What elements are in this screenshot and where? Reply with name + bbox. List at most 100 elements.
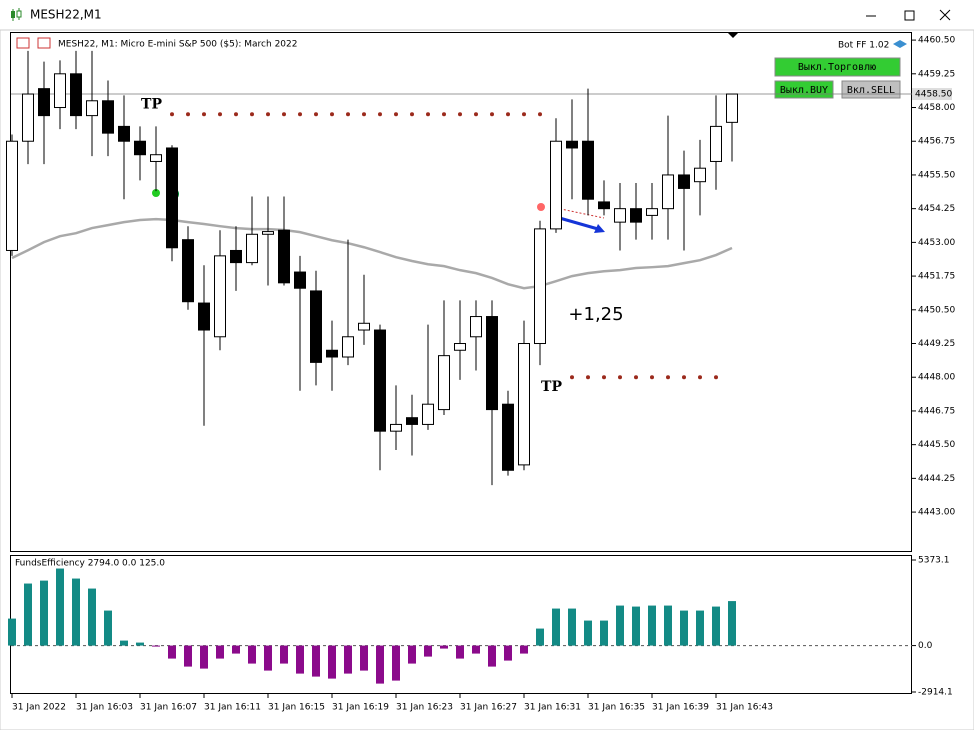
x-tick-label: 31 Jan 16:23	[396, 703, 453, 713]
histogram-bar	[312, 645, 320, 677]
histogram-bar	[680, 610, 688, 646]
histogram-bar	[232, 645, 240, 654]
y-tick-label: 4449.25	[918, 339, 955, 349]
tp-dot	[506, 112, 510, 117]
candle-body	[582, 140, 594, 200]
histogram-bar	[424, 645, 432, 657]
y-tick-label: 4453.00	[918, 238, 955, 248]
tp-dot	[410, 112, 414, 117]
signal-dot	[537, 203, 545, 211]
tp-dot	[458, 112, 462, 117]
tp-dot	[618, 375, 622, 380]
tp-dot	[698, 375, 702, 380]
price-tag	[912, 88, 952, 101]
window-title: MESH22,M1	[30, 8, 102, 22]
candle-body	[662, 174, 674, 210]
tp-dot	[186, 112, 190, 117]
histogram-bar	[8, 618, 16, 646]
signal-dot	[152, 189, 160, 197]
tp-dot	[586, 375, 590, 380]
histogram-bar	[552, 608, 560, 646]
candle-body	[678, 174, 690, 189]
histogram-bar	[728, 601, 736, 646]
histogram-bar	[584, 620, 592, 646]
histogram-bar	[136, 642, 144, 646]
y-tick-label: 5373.1	[918, 556, 950, 566]
histogram-bar	[280, 645, 288, 664]
button[interactable]	[774, 57, 901, 77]
y-tick-label: 4459.25	[918, 69, 955, 79]
candle-body	[182, 239, 194, 303]
histogram-bar	[568, 608, 576, 646]
tp-dot	[666, 375, 670, 380]
histogram-bar	[72, 578, 80, 646]
histogram-bar	[248, 645, 256, 664]
tp-dot	[442, 112, 446, 117]
annotation: +1,25	[568, 304, 623, 325]
tp-dot	[202, 112, 206, 117]
candle-body	[486, 316, 498, 411]
maximize[interactable]	[904, 10, 915, 21]
y-tick-label: 4460.50	[918, 36, 955, 46]
histogram-bar	[664, 605, 672, 646]
tp-label: TP	[541, 379, 562, 395]
button-label[interactable]: Вкл.SELL	[847, 85, 895, 96]
histogram-bar	[24, 583, 32, 646]
candle-body	[294, 271, 306, 289]
candle-body	[710, 125, 722, 162]
y-tick-label: 4446.75	[918, 406, 955, 416]
candle-body	[342, 336, 354, 358]
histogram-bar	[376, 645, 384, 684]
y-tick-label: 4456.75	[918, 137, 955, 147]
histogram-bar	[392, 645, 400, 681]
candle-body	[726, 93, 738, 123]
y-tick-label: 4448.00	[918, 373, 955, 383]
tp-dot	[362, 112, 366, 117]
candle-body	[150, 154, 162, 162]
candle-body	[630, 208, 642, 223]
close[interactable]	[939, 9, 951, 21]
candle-body	[550, 140, 562, 230]
candle-body	[390, 423, 402, 432]
histogram-bar	[120, 640, 128, 646]
tp-dot	[650, 375, 654, 380]
histogram-bar	[296, 645, 304, 674]
histogram-bar	[40, 580, 48, 646]
candle-body	[598, 201, 610, 210]
app-icon	[11, 8, 22, 21]
y-tick-label: 4445.50	[918, 440, 955, 450]
candle-body	[438, 355, 450, 411]
candle-body	[118, 125, 130, 142]
tp-dot	[250, 112, 254, 117]
histogram-bar	[504, 645, 512, 661]
button-label[interactable]: Выкл.Торговлю	[798, 62, 876, 73]
candle-body	[454, 343, 466, 351]
candle-body	[230, 249, 242, 264]
histogram-bar	[632, 606, 640, 646]
button-label[interactable]: Выкл.BUY	[780, 85, 828, 96]
candle-body	[54, 73, 66, 109]
x-tick-label: 31 Jan 16:07	[140, 703, 197, 713]
tp-dot	[298, 112, 302, 117]
chart-icons	[16, 37, 51, 49]
candle-body	[246, 233, 258, 264]
tp-dot	[266, 112, 270, 117]
x-tick-label: 31 Jan 16:27	[460, 703, 517, 713]
tp-dot	[522, 112, 526, 117]
x-tick-label: 31 Jan 16:35	[588, 703, 645, 713]
tp-dot	[474, 112, 478, 117]
candle-body	[6, 140, 18, 251]
candle-body	[470, 316, 482, 338]
histogram-bar	[200, 645, 208, 669]
candle-body	[22, 93, 34, 142]
y-tick-label: 4458.00	[918, 103, 955, 113]
tp-label: TP	[141, 96, 162, 112]
candle-body	[102, 100, 114, 134]
candle-body	[86, 100, 98, 117]
candle-body	[374, 329, 386, 432]
tp-dot	[330, 112, 334, 117]
tp-dot	[394, 112, 398, 117]
candle-body	[534, 228, 546, 345]
histogram-bar	[520, 645, 528, 654]
